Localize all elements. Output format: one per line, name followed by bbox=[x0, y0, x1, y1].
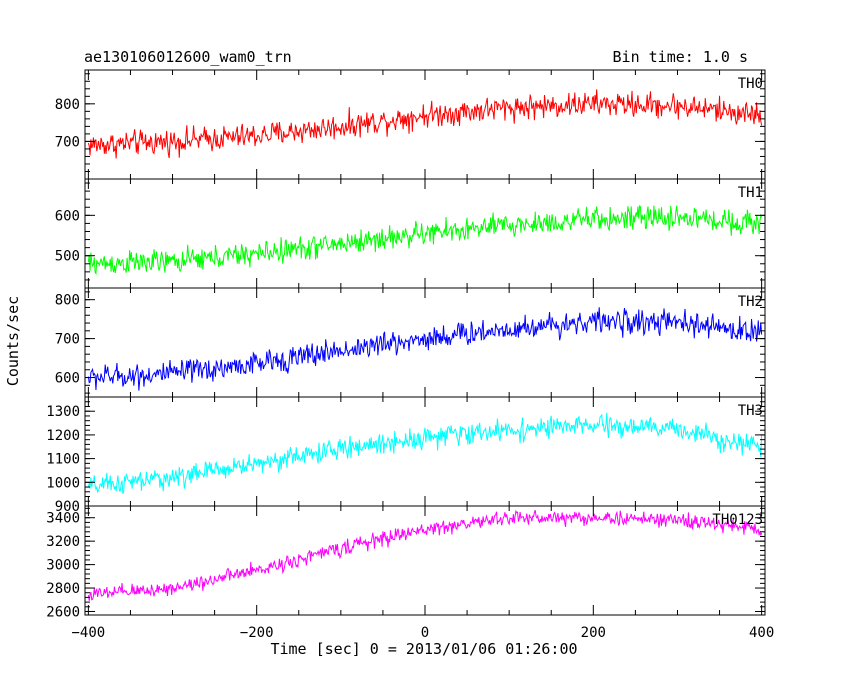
panels-group: 700 800 TH0 500 600 TH1 600 700 800 TH2 900 1000 110… bbox=[46, 69, 774, 641]
y-tick-label: 1000 bbox=[46, 475, 80, 491]
series-line-th0123 bbox=[87, 509, 763, 601]
x-tick-label: 200 bbox=[581, 625, 606, 641]
panel-label-th0123: TH0123 bbox=[712, 512, 763, 528]
y-tick-label: 600 bbox=[55, 371, 80, 387]
y-tick-label: 3400 bbox=[46, 511, 80, 527]
y-tick-label: 2600 bbox=[46, 604, 80, 620]
panel-frame-th2 bbox=[84, 287, 766, 398]
panel-frame-th1 bbox=[84, 178, 766, 289]
x-tick-label: −200 bbox=[240, 625, 274, 641]
bin-time-label: Bin time: 1.0 s bbox=[613, 48, 748, 66]
y-axis-label: Counts/sec bbox=[4, 296, 22, 386]
panel-label-th1: TH1 bbox=[738, 185, 763, 201]
y-tick-label: 600 bbox=[55, 208, 80, 224]
y-tick-label: 3200 bbox=[46, 534, 80, 550]
x-tick-label: −400 bbox=[72, 625, 106, 641]
chart-title: ae130106012600_wam0_trn bbox=[84, 48, 292, 66]
y-tick-label: 900 bbox=[55, 499, 80, 515]
x-tick-label: 0 bbox=[421, 625, 429, 641]
y-tick-label: 1300 bbox=[46, 404, 80, 420]
y-tick-label: 500 bbox=[55, 249, 80, 265]
y-tick-label: 1100 bbox=[46, 452, 80, 468]
y-tick-label: 700 bbox=[55, 134, 80, 150]
y-tick-label: 2800 bbox=[46, 581, 80, 597]
panel-label-th0: TH0 bbox=[738, 76, 763, 92]
y-tick-label: 3000 bbox=[46, 558, 80, 574]
panel-label-th2: TH2 bbox=[738, 294, 763, 310]
panel-label-th3: TH3 bbox=[738, 403, 763, 419]
y-tick-label: 800 bbox=[55, 97, 80, 113]
series-line-th2 bbox=[87, 307, 763, 391]
series-line-th3 bbox=[87, 412, 763, 495]
x-axis-label: Time [sec] 0 = 2013/01/06 01:26:00 bbox=[270, 640, 577, 658]
panel-frame-th3 bbox=[84, 396, 766, 507]
series-line-th1 bbox=[87, 204, 763, 276]
panel-frame-th0 bbox=[84, 69, 766, 180]
y-tick-label: 1200 bbox=[46, 428, 80, 444]
x-tick-label: 400 bbox=[749, 625, 774, 641]
y-tick-label: 800 bbox=[55, 293, 80, 309]
series-line-th0 bbox=[87, 89, 763, 159]
y-tick-label: 700 bbox=[55, 332, 80, 348]
